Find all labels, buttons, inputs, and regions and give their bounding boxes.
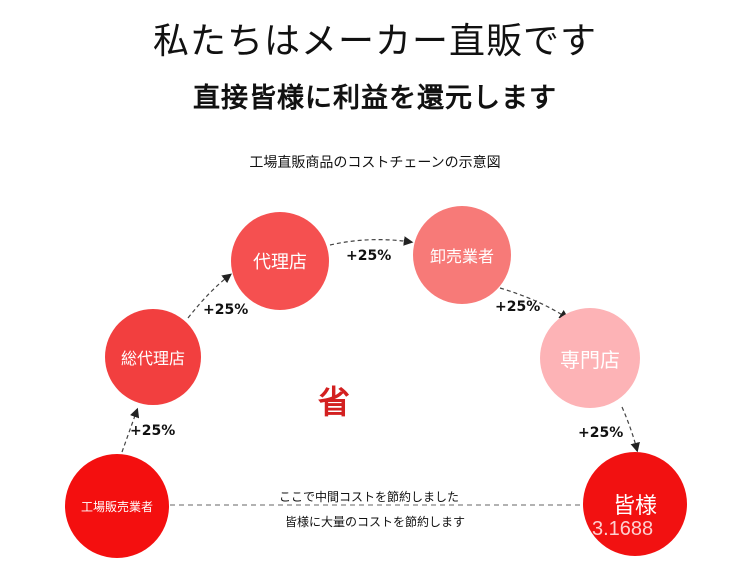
arrow-agent-to-wholesale <box>329 236 414 246</box>
node-specialty-store-label: 専門店 <box>560 347 620 372</box>
node-general-agent-label: 総代理店 <box>120 349 185 368</box>
savings-note-2: 皆様に大量のコストを節約します <box>285 515 466 529</box>
node-wholesaler-label: 卸売業者 <box>429 247 494 266</box>
node-customer-label: 皆様 <box>612 494 657 519</box>
markup-label-4: +25% <box>495 299 541 315</box>
arrow-wholesale-to-specialty <box>499 287 569 320</box>
arrow-specialty-to-customer <box>621 406 640 453</box>
watermark-text: 3.1688 <box>592 518 654 540</box>
savings-note-1: ここで中間コストを節約しました <box>279 490 460 504</box>
diagram-caption: 工場直販商品のコストチェーンの示意図 <box>249 155 501 171</box>
node-factory-seller-label: 工場販売業者 <box>80 499 153 514</box>
node-agent: 代理店 <box>231 212 329 310</box>
node-customer: 皆様 <box>583 452 687 556</box>
node-wholesaler: 卸売業者 <box>413 206 511 304</box>
node-factory-seller: 工場販売業者 <box>65 454 169 558</box>
arrow-factory-to-general <box>121 407 140 453</box>
node-specialty-store: 専門店 <box>540 308 640 408</box>
save-mark: 省 <box>318 383 351 421</box>
markup-label-2: +25% <box>203 302 249 318</box>
markup-label-1: +25% <box>130 423 176 439</box>
markup-label-5: +25% <box>578 425 624 441</box>
markup-label-3: +25% <box>346 248 392 264</box>
main-title: 私たちはメーカー直販です <box>152 21 597 62</box>
node-general-agent: 総代理店 <box>105 309 201 405</box>
node-agent-label: 代理店 <box>253 252 307 273</box>
subtitle: 直接皆様に利益を還元します <box>193 83 557 114</box>
